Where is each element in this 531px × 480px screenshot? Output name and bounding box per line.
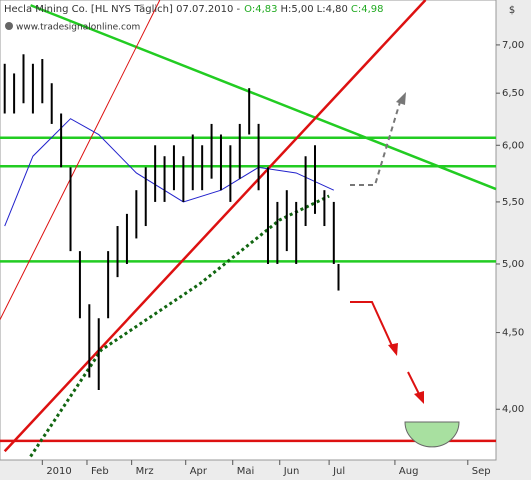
- x-tick-label: Feb: [91, 466, 109, 477]
- y-tick-label: 5,00: [502, 259, 524, 270]
- ohlc-value: L:4,80: [317, 4, 348, 15]
- arrow: [350, 101, 401, 186]
- arrow-head: [388, 343, 398, 356]
- y-tick-label: 5,50: [502, 197, 524, 208]
- ohlc-value: O:4,83: [244, 4, 277, 15]
- x-tick-label: Jun: [283, 466, 300, 477]
- x-tick-label: Mai: [237, 466, 255, 477]
- y-tick-label: 6,00: [502, 140, 524, 151]
- overlay-line: [4, 118, 335, 227]
- target-zone: [404, 421, 460, 448]
- watermark: www.tradesignalonline.com: [16, 23, 140, 33]
- logo: [5, 22, 13, 30]
- y-tick-label: 6,50: [502, 88, 524, 99]
- x-tick-label: Mrz: [136, 466, 154, 477]
- x-tick-label: Sep: [472, 466, 491, 477]
- marks: [0, 0, 497, 458]
- arrow: [350, 301, 394, 349]
- x-tick-label: Aug: [399, 466, 419, 477]
- ohlc-legend: O:4,83 H:5,00 L:4,80 C:4,98: [244, 4, 383, 15]
- overlay-line: [0, 0, 161, 320]
- x-tick-label: 2010: [46, 466, 71, 477]
- chart-title: Hecla Mining Co. [HL NYS Täglich] 07.07.…: [4, 4, 241, 15]
- x-tick-label: Jul: [332, 466, 345, 477]
- x-tick-label: Apr: [190, 466, 208, 477]
- arrow: [407, 371, 421, 397]
- arrow-head: [414, 391, 424, 404]
- ohlc-value: C:4,98: [351, 4, 384, 15]
- currency: $: [509, 5, 515, 16]
- y-tick-label: 4,00: [502, 404, 524, 415]
- y-tick-label: 7,00: [502, 40, 524, 51]
- y-tick-label: 4,50: [502, 328, 524, 339]
- ohlc-value: H:5,00: [281, 4, 314, 15]
- overlay-line: [30, 4, 497, 191]
- arrow-head: [396, 92, 406, 105]
- overlay-line: [3, 0, 427, 453]
